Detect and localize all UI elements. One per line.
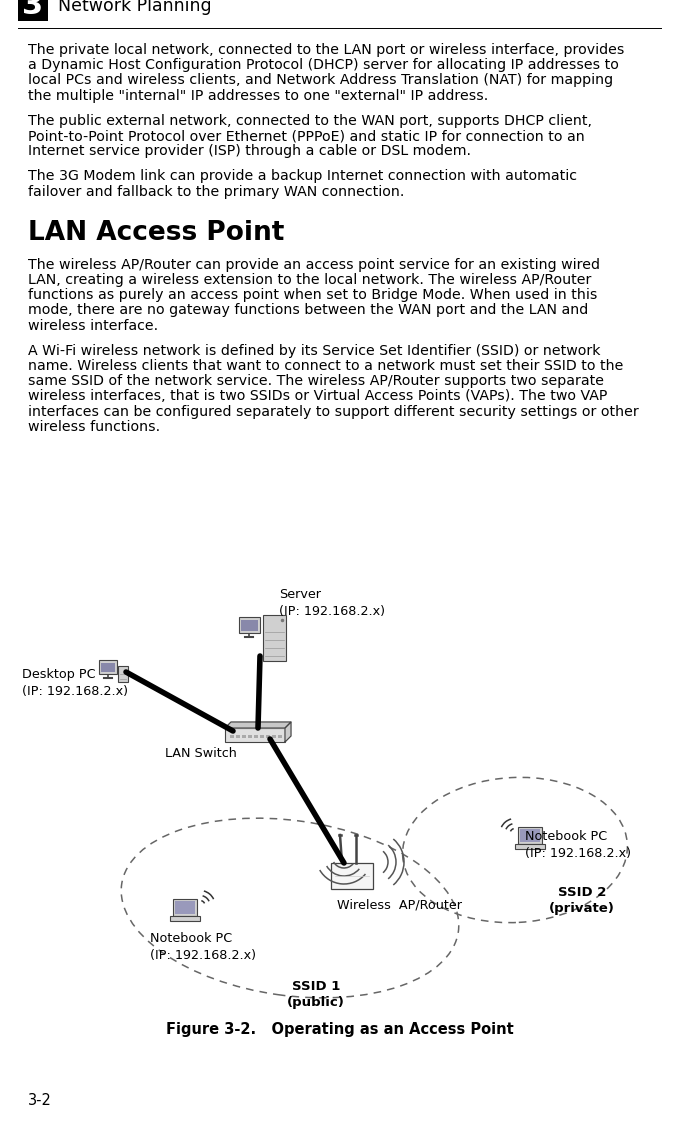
Text: failover and fallback to the primary WAN connection.: failover and fallback to the primary WAN… [28,185,405,199]
Text: 3-2: 3-2 [28,1093,52,1108]
Text: Desktop PC
(IP: 192.168.2.x): Desktop PC (IP: 192.168.2.x) [22,668,128,697]
Text: a Dynamic Host Configuration Protocol (DHCP) server for allocating IP addresses : a Dynamic Host Configuration Protocol (D… [28,59,619,72]
FancyBboxPatch shape [272,734,276,738]
FancyBboxPatch shape [236,734,240,738]
Text: wireless interface.: wireless interface. [28,318,158,333]
FancyBboxPatch shape [173,899,197,916]
FancyBboxPatch shape [520,829,540,841]
Text: name. Wireless clients that want to connect to a network must set their SSID to : name. Wireless clients that want to conn… [28,359,623,373]
Text: LAN Access Point: LAN Access Point [28,220,285,246]
Text: Wireless  AP/Router: Wireless AP/Router [337,898,462,911]
Text: local PCs and wireless clients, and Network Address Translation (NAT) for mappin: local PCs and wireless clients, and Netw… [28,73,613,87]
Text: The public external network, connected to the WAN port, supports DHCP client,: The public external network, connected t… [28,114,592,127]
Text: SSID 2
(private): SSID 2 (private) [549,885,615,915]
Text: interfaces can be configured separately to support different security settings o: interfaces can be configured separately … [28,405,639,418]
Text: Server
(IP: 192.168.2.x): Server (IP: 192.168.2.x) [279,589,385,618]
FancyBboxPatch shape [225,728,285,742]
Text: The wireless AP/Router can provide an access point service for an existing wired: The wireless AP/Router can provide an ac… [28,258,600,272]
FancyBboxPatch shape [263,615,286,661]
Polygon shape [285,722,291,742]
FancyBboxPatch shape [515,844,545,849]
Text: same SSID of the network service. The wireless AP/Router supports two separate: same SSID of the network service. The wi… [28,374,604,388]
FancyBboxPatch shape [242,734,246,738]
Text: Notebook PC
(IP: 192.168.2.x): Notebook PC (IP: 192.168.2.x) [525,830,631,860]
FancyBboxPatch shape [99,660,117,675]
Text: 3: 3 [22,0,43,20]
FancyBboxPatch shape [260,734,264,738]
Text: A Wi-Fi wireless network is defined by its Service Set Identifier (SSID) or netw: A Wi-Fi wireless network is defined by i… [28,344,600,358]
FancyBboxPatch shape [266,734,270,738]
Text: LAN Switch: LAN Switch [165,747,237,760]
Text: The 3G Modem link can provide a backup Internet connection with automatic: The 3G Modem link can provide a backup I… [28,169,577,184]
Text: SSID 1
(public): SSID 1 (public) [287,980,345,1010]
Text: The private local network, connected to the LAN port or wireless interface, prov: The private local network, connected to … [28,43,625,58]
Text: LAN, creating a wireless extension to the local network. The wireless AP/Router: LAN, creating a wireless extension to th… [28,273,591,287]
FancyBboxPatch shape [248,734,252,738]
Text: Point-to-Point Protocol over Ethernet (PPPoE) and static IP for connection to an: Point-to-Point Protocol over Ethernet (P… [28,129,585,143]
FancyBboxPatch shape [239,617,259,633]
FancyBboxPatch shape [230,734,234,738]
Polygon shape [225,722,291,728]
Text: wireless functions.: wireless functions. [28,420,160,434]
Text: mode, there are no gateway functions between the WAN port and the LAN and: mode, there are no gateway functions bet… [28,303,588,317]
FancyBboxPatch shape [170,916,200,920]
Text: functions as purely an access point when set to Bridge Mode. When used in this: functions as purely an access point when… [28,288,598,302]
Text: Network Planning: Network Planning [58,0,212,15]
FancyBboxPatch shape [331,863,373,889]
FancyBboxPatch shape [118,666,128,682]
FancyBboxPatch shape [101,663,115,672]
FancyBboxPatch shape [241,620,258,631]
FancyBboxPatch shape [254,734,258,738]
Text: wireless interfaces, that is two SSIDs or Virtual Access Points (VAPs). The two : wireless interfaces, that is two SSIDs o… [28,389,608,404]
FancyBboxPatch shape [278,734,282,738]
Text: Internet service provider (ISP) through a cable or DSL modem.: Internet service provider (ISP) through … [28,144,471,158]
Text: Notebook PC
(IP: 192.168.2.x): Notebook PC (IP: 192.168.2.x) [150,932,256,961]
FancyBboxPatch shape [18,0,48,21]
FancyBboxPatch shape [518,827,542,844]
Text: Figure 3-2.   Operating as an Access Point: Figure 3-2. Operating as an Access Point [166,1022,514,1037]
Text: the multiple "internal" IP addresses to one "external" IP address.: the multiple "internal" IP addresses to … [28,89,488,103]
FancyBboxPatch shape [175,901,195,914]
